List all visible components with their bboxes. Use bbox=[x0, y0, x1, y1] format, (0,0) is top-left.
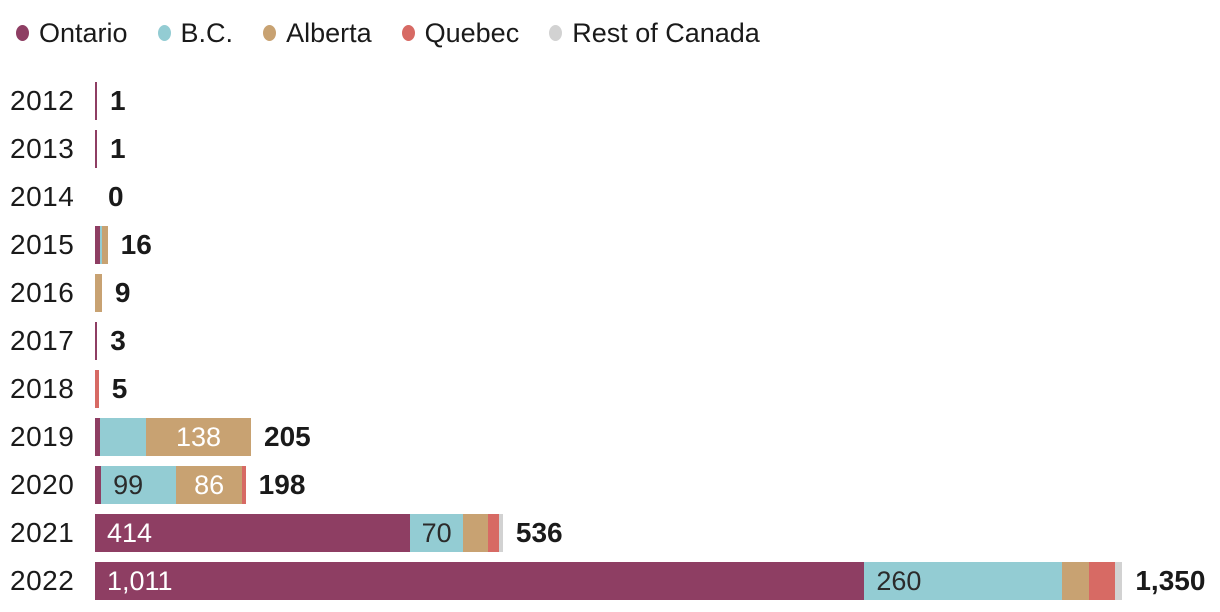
bar-segment-alberta: 86 bbox=[176, 466, 242, 504]
legend: Ontario B.C. Alberta Quebec Rest of Canada bbox=[16, 16, 760, 50]
bar-segment-ontario bbox=[95, 466, 102, 504]
year-label: 2018 bbox=[10, 373, 75, 404]
segment-value-label: 1,011 bbox=[107, 565, 173, 596]
bar-segment-ontario bbox=[95, 418, 101, 456]
legend-item-alberta: Alberta bbox=[263, 17, 372, 48]
year-label: 2022 bbox=[10, 565, 75, 596]
legend-dot-icon bbox=[16, 25, 29, 41]
bar-segment-rest-of-canada bbox=[1114, 562, 1123, 600]
legend-item-rest-of-canada: Rest of Canada bbox=[549, 17, 760, 48]
legend-dot-icon bbox=[263, 25, 277, 41]
bar-row-2015: 2015 16 bbox=[0, 221, 1220, 269]
bar-segment-b-c: 260 bbox=[864, 562, 1063, 600]
stacked-bar bbox=[95, 322, 98, 360]
legend-dot-icon bbox=[157, 25, 171, 41]
bar-row-2013: 2013 1 bbox=[0, 125, 1220, 173]
bar-row-2021: 2021 414 70 536 bbox=[0, 509, 1220, 557]
total-value-label: 198 bbox=[258, 469, 306, 500]
legend-item-quebec: Quebec bbox=[401, 17, 520, 48]
total-value-label: 536 bbox=[515, 517, 563, 548]
segment-value-label: 138 bbox=[175, 421, 221, 452]
bar-row-2019: 2019 138 205 bbox=[0, 413, 1220, 461]
bar-segment-rest-of-canada bbox=[499, 514, 503, 552]
bar-segment-ontario bbox=[95, 82, 97, 120]
bar-segment-b-c: 70 bbox=[410, 514, 464, 552]
segment-value-label: 70 bbox=[421, 517, 452, 548]
legend-dot-icon bbox=[549, 25, 563, 41]
total-value-label: 205 bbox=[264, 421, 311, 452]
stacked-bar bbox=[95, 370, 99, 408]
bar-segment-quebec bbox=[95, 370, 99, 408]
total-value-label: 9 bbox=[114, 277, 131, 308]
year-label: 2017 bbox=[10, 325, 75, 356]
stacked-bar bbox=[95, 130, 97, 168]
year-label: 2013 bbox=[10, 133, 75, 164]
total-value-label: 1 bbox=[110, 133, 126, 164]
bar-segment-quebec bbox=[1088, 562, 1115, 600]
segment-value-label: 260 bbox=[876, 565, 922, 596]
stacked-bar: 1,011 260 bbox=[95, 562, 1123, 600]
legend-label: Alberta bbox=[286, 17, 372, 48]
bar-segment-b-c bbox=[99, 226, 102, 264]
year-label: 2019 bbox=[10, 421, 75, 452]
bar-row-2016: 2016 9 bbox=[0, 269, 1220, 317]
stacked-bar bbox=[95, 226, 108, 264]
legend-item-ontario: Ontario bbox=[16, 17, 128, 48]
bar-segment-quebec bbox=[488, 514, 500, 552]
year-label: 2020 bbox=[10, 469, 75, 500]
year-label: 2014 bbox=[10, 181, 75, 212]
bar-segment-b-c: 99 bbox=[101, 466, 177, 504]
year-label: 2015 bbox=[10, 229, 75, 260]
legend-dot-icon bbox=[401, 25, 415, 41]
bar-row-2014: 2014 0 bbox=[0, 173, 1220, 221]
bar-segment-b-c bbox=[100, 418, 146, 456]
total-value-label: 1 bbox=[110, 85, 126, 116]
stacked-bar: 414 70 bbox=[95, 514, 503, 552]
total-value-label: 16 bbox=[120, 229, 152, 260]
stacked-bar bbox=[95, 82, 97, 120]
bar-row-2018: 2018 5 bbox=[0, 365, 1220, 413]
bar-segment-ontario: 414 bbox=[95, 514, 411, 552]
bar-row-2020: 2020 99 86 198 bbox=[0, 461, 1220, 509]
total-value-label: 0 bbox=[108, 181, 124, 212]
stacked-bar: 138 bbox=[95, 418, 251, 456]
bar-row-2012: 2012 1 bbox=[0, 77, 1220, 125]
bar-segment-ontario bbox=[95, 322, 98, 360]
bar-segment-alberta bbox=[1062, 562, 1089, 600]
year-label: 2016 bbox=[10, 277, 75, 308]
segment-value-label: 414 bbox=[107, 517, 153, 548]
legend-label: Rest of Canada bbox=[572, 17, 760, 48]
legend-item-b-c: B.C. bbox=[157, 17, 234, 48]
segment-value-label: 86 bbox=[194, 469, 225, 500]
legend-label: Quebec bbox=[424, 17, 520, 48]
stacked-bar: 99 86 bbox=[95, 466, 246, 504]
total-value-label: 1,350 bbox=[1135, 565, 1206, 596]
year-label: 2021 bbox=[10, 517, 75, 548]
bar-row-2017: 2017 3 bbox=[0, 317, 1220, 365]
bar-segment-ontario bbox=[95, 130, 97, 168]
stacked-bar bbox=[95, 274, 102, 312]
total-value-label: 3 bbox=[110, 325, 126, 356]
bar-segment-alberta: 138 bbox=[145, 418, 251, 456]
segment-value-label: 99 bbox=[113, 469, 144, 500]
legend-label: B.C. bbox=[180, 17, 234, 48]
bar-row-2022: 2022 1,011 260 1,350 bbox=[0, 557, 1220, 605]
bar-segment-quebec bbox=[241, 466, 246, 504]
bar-rows: 2012 1 2013 1 2014 0 2015 16 2016 9 2017 3 2018 5 2019… bbox=[0, 77, 1220, 605]
legend-label: Ontario bbox=[39, 17, 128, 48]
bar-segment-ontario bbox=[95, 226, 100, 264]
bar-segment-alberta bbox=[101, 226, 108, 264]
total-value-label: 5 bbox=[111, 373, 128, 404]
bar-segment-alberta bbox=[95, 274, 102, 312]
year-label: 2012 bbox=[10, 85, 75, 116]
bar-segment-ontario: 1,011 bbox=[95, 562, 865, 600]
bar-segment-alberta bbox=[463, 514, 489, 552]
